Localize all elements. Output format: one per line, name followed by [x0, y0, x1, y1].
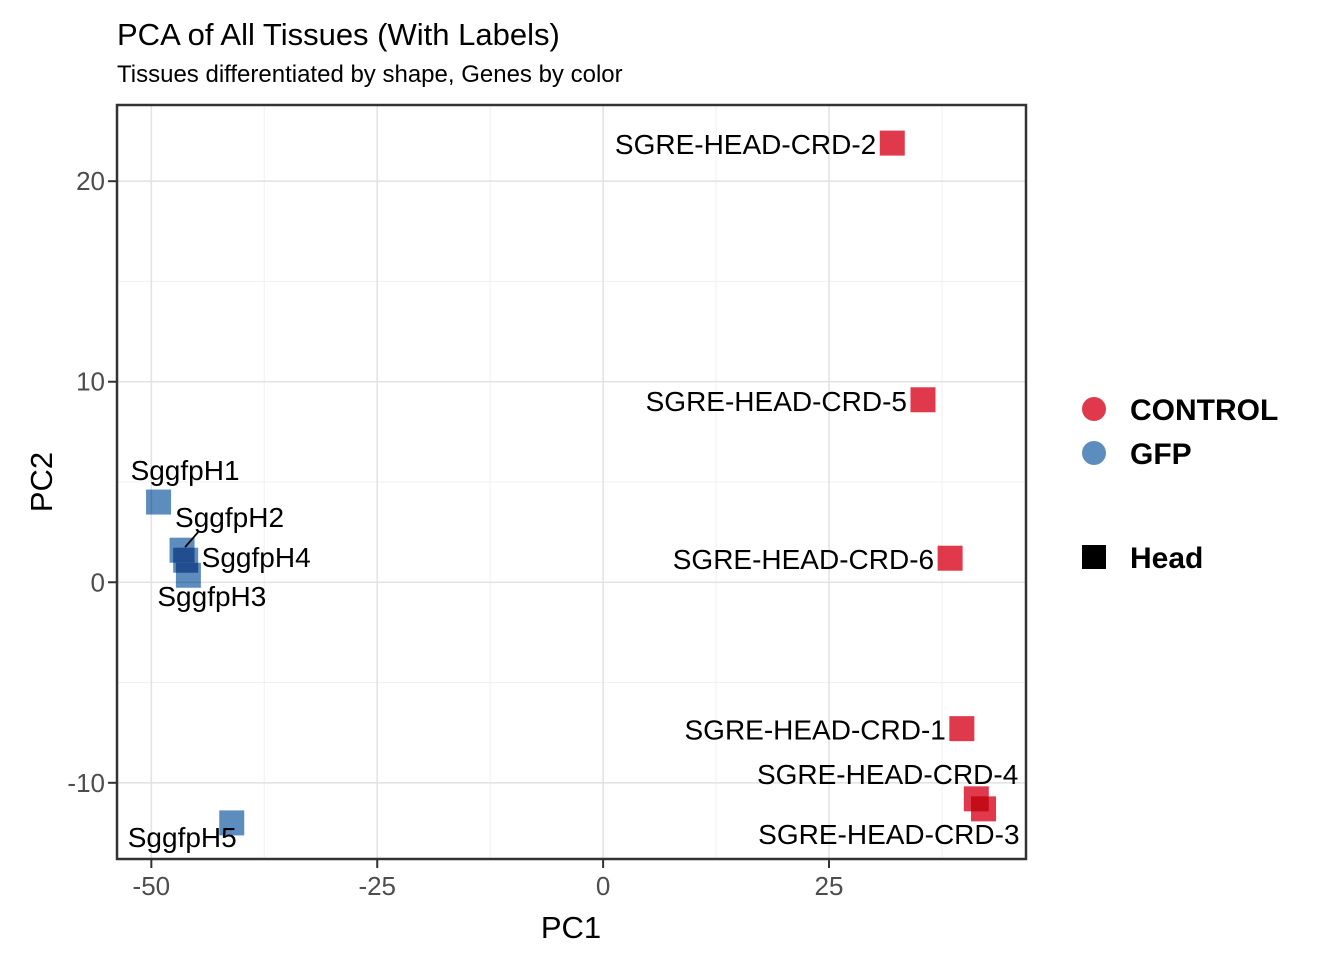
minor-gridlines	[117, 105, 1026, 859]
point-label: SGRE-HEAD-CRD-4	[757, 759, 1018, 790]
label-leader-line	[184, 531, 199, 548]
point-label: SggfpH1	[131, 455, 240, 486]
data-point	[175, 562, 201, 588]
legend-shape-label: Head	[1130, 542, 1203, 575]
y-tick-label: 10	[76, 367, 105, 397]
data-point	[949, 716, 975, 742]
y-tick-label: -10	[67, 768, 105, 798]
data-point	[879, 130, 905, 156]
point-labels: SGRE-HEAD-CRD-2 SGRE-HEAD-CRD-5 SGRE-HEAD-…	[128, 129, 1020, 853]
legend-color-swatch	[1082, 441, 1106, 465]
y-tick-label: 0	[91, 567, 105, 597]
axis-tick-labels: -50 -25 0 25 -10 0 10 20	[67, 166, 843, 901]
x-tick-label: -50	[133, 871, 171, 901]
chart-subtitle: Tissues differentiated by shape, Genes b…	[117, 61, 623, 88]
legend-color-swatch	[1082, 397, 1106, 421]
data-point	[910, 387, 936, 413]
data-points	[146, 130, 997, 836]
point-label: SggfpH5	[128, 822, 237, 853]
y-axis-title: PC2	[24, 452, 59, 512]
point-label: SGRE-HEAD-CRD-3	[758, 819, 1019, 850]
legend-shape-swatch	[1082, 545, 1106, 569]
x-axis-title: PC1	[541, 910, 601, 945]
data-point	[146, 489, 172, 515]
data-point	[219, 810, 245, 836]
point-label: SGRE-HEAD-CRD-6	[673, 544, 934, 575]
point-label: SGRE-HEAD-CRD-5	[646, 386, 907, 417]
panel-border	[115, 103, 1028, 861]
y-tick-label: 20	[76, 166, 105, 196]
point-label: SGRE-HEAD-CRD-2	[615, 129, 876, 160]
point-label: SggfpH4	[202, 542, 311, 573]
legend-color-label: CONTROL	[1130, 394, 1278, 427]
data-point	[971, 796, 997, 822]
x-tick-label: 25	[815, 871, 844, 901]
data-point	[937, 545, 963, 571]
chart-title: PCA of All Tissues (With Labels)	[117, 17, 560, 52]
legend: CONTROL GFP Head	[1082, 394, 1278, 575]
x-tick-label: -25	[358, 871, 396, 901]
point-label: SggfpH3	[157, 581, 266, 612]
major-gridlines	[117, 105, 1026, 859]
x-tick-label: 0	[596, 871, 610, 901]
legend-color-label: GFP	[1130, 438, 1192, 471]
label-leader-lines	[184, 531, 199, 548]
axis-ticks	[108, 180, 831, 868]
point-label: SGRE-HEAD-CRD-1	[684, 715, 945, 746]
point-label: SggfpH2	[175, 502, 284, 533]
